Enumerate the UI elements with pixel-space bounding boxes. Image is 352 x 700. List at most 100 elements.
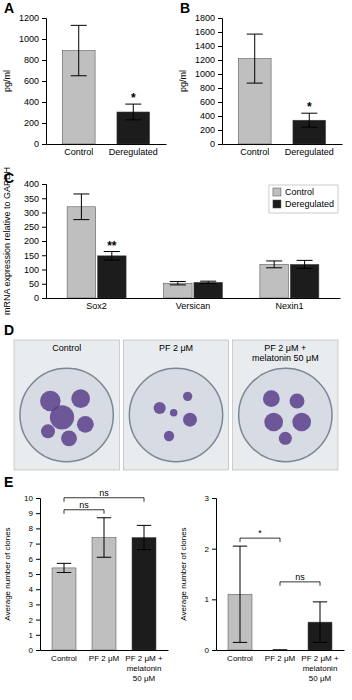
- tick-label: 400: [24, 97, 39, 107]
- photo-caption: PF 2 μM +: [264, 343, 306, 353]
- tick-label: 0: [205, 646, 210, 655]
- y-tick: 0: [34, 139, 46, 149]
- tick-mark: [42, 270, 46, 271]
- tick-label-line: melatonin: [303, 664, 338, 673]
- error-bar-cap: [170, 284, 186, 285]
- error-bar-cap: [57, 563, 71, 564]
- error-bar-cap: [71, 75, 87, 76]
- error-bar-cap: [200, 283, 216, 284]
- error-bar-stem: [64, 563, 65, 572]
- error-bar-cap: [266, 267, 282, 268]
- y-tick: 800: [24, 55, 46, 65]
- tick-mark: [42, 227, 46, 228]
- y-tick: 1800: [195, 13, 222, 23]
- tick-label-line: melatonin: [127, 664, 162, 673]
- colony: [264, 413, 283, 432]
- plot-area: *ns0123ControlPF 2 μMPF 2 μM +melatonin5…: [179, 494, 345, 683]
- chart-panel: B*020040060080010001200140016001800Contr…: [178, 0, 343, 157]
- tick-label: 5: [29, 570, 34, 579]
- tick-label: 150: [24, 251, 39, 261]
- error-bar-cap: [233, 642, 247, 643]
- tick-label: 300: [24, 208, 39, 218]
- chart-panel: *ns0123ControlPF 2 μMPF 2 μM +melatonin5…: [179, 494, 345, 683]
- y-tick: 5: [29, 570, 40, 579]
- bar: [67, 207, 96, 298]
- panel-label: D: [4, 322, 14, 338]
- x-tick: PF 2 μM +melatonin50 μM: [125, 654, 163, 683]
- tick-label: 1600: [195, 27, 215, 37]
- error-bar-cap: [137, 549, 151, 550]
- y-axis-title: Average number of clones: [3, 527, 12, 620]
- error-bar-stem: [309, 113, 310, 127]
- y-tick: 6: [29, 555, 40, 564]
- tick-label: 800: [24, 55, 39, 65]
- error-bar-stem: [81, 194, 82, 220]
- error-bar: [200, 281, 216, 283]
- error-bar-cap: [247, 34, 263, 35]
- tick-mark: [212, 498, 216, 499]
- significance-label: **: [107, 239, 117, 253]
- bar: [52, 568, 76, 650]
- tick-label: PF 2 μM +melatonin50 μM: [125, 654, 163, 683]
- y-tick: 1600: [195, 27, 222, 37]
- tick-mark: [218, 102, 222, 103]
- y-tick: 7: [29, 540, 40, 549]
- tick-label: Nexin1: [275, 301, 303, 311]
- error-bar-cap: [301, 127, 317, 128]
- axis-line: [212, 499, 217, 651]
- tick-label: 1000: [19, 34, 39, 44]
- axis-line: [223, 144, 343, 145]
- error-bar-stem: [133, 104, 134, 120]
- x-axis: ControlDeregulated: [223, 145, 343, 158]
- tick-label: PF 2 μM: [89, 654, 120, 663]
- plot-area: *020040060080010001200ControlDeregulated…: [2, 13, 167, 157]
- tick-label-line: 50 μM: [133, 674, 156, 683]
- tick-label: 100: [24, 265, 39, 275]
- y-tick: 400: [200, 111, 222, 121]
- colony: [77, 416, 94, 433]
- y-tick: 0: [34, 293, 46, 303]
- y-tick: 2: [29, 616, 40, 625]
- error-bar-cap: [297, 260, 313, 261]
- tick-label: Control: [51, 654, 77, 663]
- tick-label: 1: [205, 595, 210, 604]
- bar: [290, 264, 319, 298]
- tick-label: 250: [24, 222, 39, 232]
- panel-label: B: [180, 0, 190, 16]
- colony: [263, 390, 280, 407]
- significance-label: ns: [295, 572, 305, 582]
- tick-label: Versican: [176, 301, 211, 311]
- legend-item: Deregulated: [273, 199, 334, 209]
- bar: [163, 283, 192, 298]
- x-tick: Control: [51, 654, 77, 663]
- tick-label: 600: [200, 97, 215, 107]
- y-tick: 0: [205, 646, 216, 655]
- tick-mark: [42, 60, 46, 61]
- legend-label: Deregulated: [285, 199, 334, 209]
- error-bar-cap: [97, 517, 111, 518]
- error-bar: [273, 650, 287, 651]
- error-bar: [313, 602, 327, 643]
- significance-label: *: [307, 100, 312, 114]
- error-bar-cap: [137, 525, 151, 526]
- colony: [154, 402, 166, 414]
- error-bar-cap: [247, 83, 263, 84]
- plot-area: **050100150200250300350400Sox2VersicanNe…: [2, 167, 341, 315]
- error-bar: [170, 281, 186, 284]
- significance-bracket: [280, 582, 320, 586]
- tick-mark: [212, 650, 216, 651]
- y-axis-title: Average number of clones: [179, 527, 188, 620]
- bar: [132, 538, 156, 650]
- error-bar-cap: [200, 281, 216, 282]
- error-bar-stem: [104, 518, 105, 558]
- panel-label: A: [4, 0, 14, 16]
- chart-panel: Ensns012345678910ControlPF 2 μMPF 2 μM +…: [3, 474, 169, 683]
- tick-label: 1000: [195, 69, 215, 79]
- y-axis-title: pg/ml: [2, 70, 12, 92]
- y-tick: 4: [29, 585, 40, 594]
- colony: [183, 392, 192, 401]
- tick-mark: [218, 116, 222, 117]
- y-tick: 150: [24, 251, 46, 261]
- y-tick: 1200: [19, 13, 46, 23]
- error-bar: [297, 260, 313, 268]
